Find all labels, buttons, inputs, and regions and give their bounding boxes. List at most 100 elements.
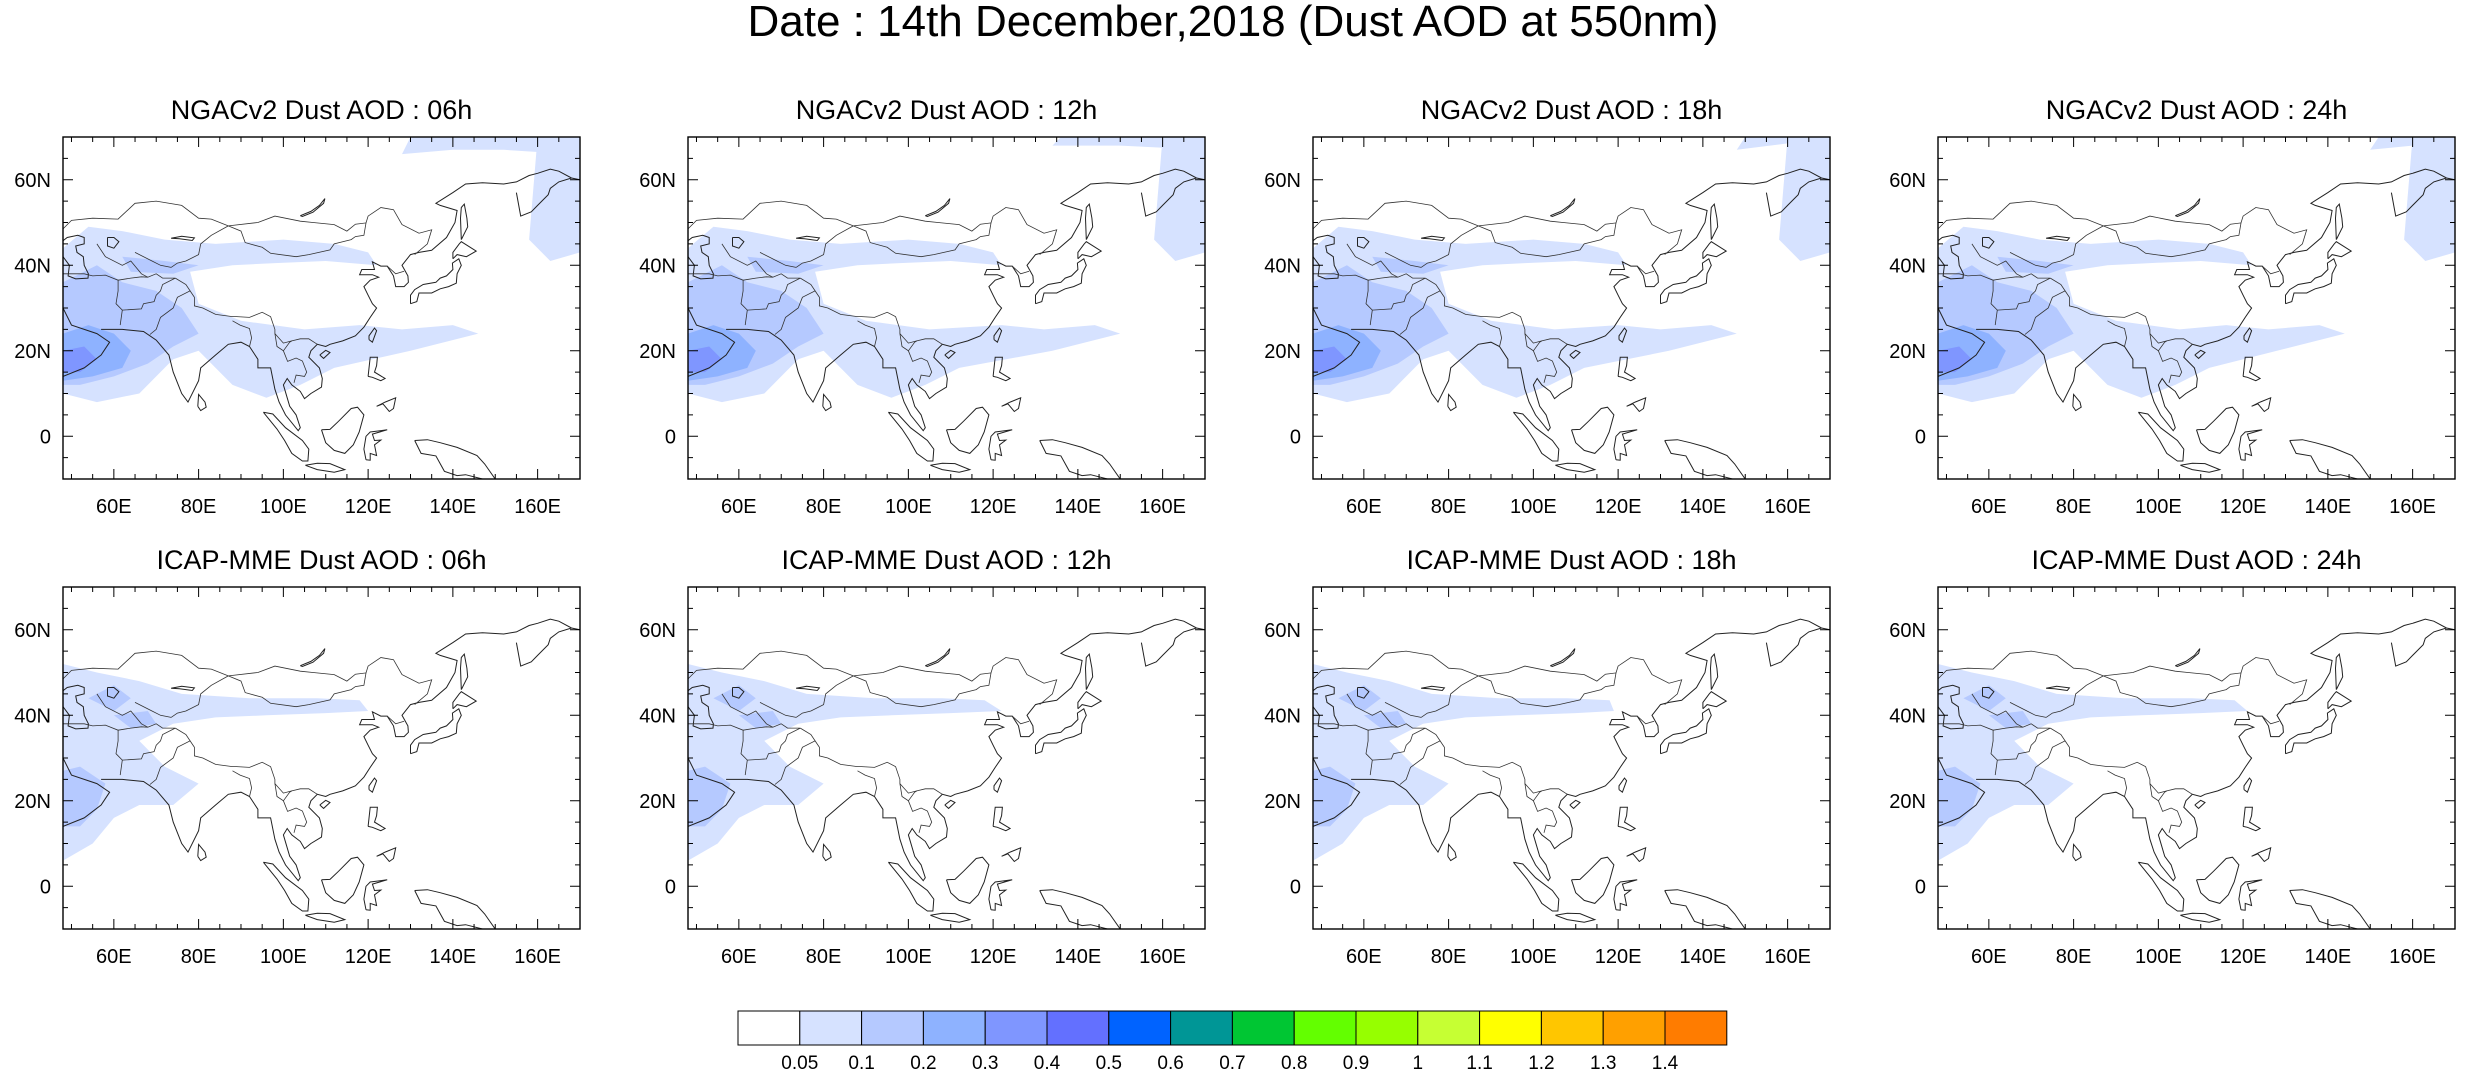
country-border [386, 265, 405, 275]
coastline [376, 846, 397, 863]
coastline [1313, 234, 1339, 280]
country-border [908, 340, 918, 352]
coastline [459, 652, 469, 690]
y-tick-label: 0 [40, 876, 51, 898]
country-border [283, 340, 293, 352]
coastline [688, 684, 714, 730]
coastline [1626, 396, 1647, 413]
x-tick-label: 160E [2389, 496, 2436, 518]
x-tick-label: 80E [2056, 946, 2092, 968]
coastline [1938, 234, 1964, 280]
coastline [732, 687, 745, 699]
x-tick-label: 100E [260, 946, 307, 968]
dust-aod-shading [1313, 766, 1356, 827]
country-border [274, 333, 308, 383]
coastline [1555, 912, 1597, 923]
coastline [319, 349, 331, 360]
coastline [1035, 928, 1037, 929]
coastline [376, 396, 397, 413]
coastline [1618, 777, 1628, 794]
coastline [321, 856, 365, 904]
x-tick-label: 140E [430, 946, 477, 968]
country-border [2261, 715, 2280, 725]
country-border [2009, 702, 2047, 718]
colorbar-label: 1 [1413, 1053, 1424, 1074]
y-tick-label: 20N [639, 791, 676, 813]
coastline [321, 406, 365, 454]
coastline [1569, 799, 1581, 810]
coastline [2138, 861, 2185, 912]
coastline [171, 685, 196, 692]
coastline [946, 406, 990, 454]
country-border [134, 702, 172, 718]
coastline [1084, 202, 1094, 240]
y-tick-label: 40N [1264, 705, 1301, 727]
coastline [2285, 928, 2287, 929]
coastline [1664, 889, 1746, 929]
country-border [1533, 790, 1543, 802]
coastline [1571, 856, 1615, 904]
country-border [899, 783, 933, 833]
x-tick-label: 100E [1510, 496, 1557, 518]
coastline [319, 799, 331, 810]
country-border [688, 200, 854, 230]
country-border [1420, 225, 1479, 268]
coastline [452, 691, 478, 710]
country-border [1615, 657, 1683, 705]
coastline [2390, 177, 2447, 217]
country-border [743, 273, 801, 311]
coastline [2289, 439, 2371, 479]
panel-title: ICAP-MME Dust AOD : 12h [781, 545, 1111, 575]
country-border [1313, 200, 1479, 230]
country-border [232, 770, 253, 797]
coastline [305, 912, 347, 923]
x-tick-label: 140E [430, 496, 477, 518]
y-tick-label: 60N [14, 620, 51, 642]
coastline [1550, 648, 1576, 668]
x-tick-label: 60E [1346, 496, 1382, 518]
coastline [2072, 393, 2082, 412]
country-border [96, 693, 148, 728]
coastline [2285, 478, 2287, 479]
country-border [2024, 277, 2066, 335]
coastline [1976, 168, 2455, 432]
y-tick-label: 0 [1290, 876, 1301, 898]
colorbar-label: 1.4 [1652, 1053, 1679, 1074]
map-plot-area [688, 137, 1205, 479]
colorbar-swatch [1664, 1010, 1728, 1046]
country-border [2107, 770, 2128, 797]
coastline [930, 912, 972, 923]
map-panel: 60E 80E 100E 120E 140E 160E 60N 40N 20N 0 NGACv2 D… [639, 95, 1206, 518]
country-border [1482, 320, 1503, 347]
y-tick-label: 20N [639, 341, 676, 363]
x-tick-label: 120E [345, 946, 392, 968]
country-border [1420, 675, 1479, 718]
x-tick-label: 80E [181, 496, 217, 518]
dust-aod-shading [1052, 137, 1205, 150]
coastline [2327, 241, 2353, 260]
colorbar-swatch [737, 1010, 801, 1046]
colorbar-label: 1.3 [1590, 1053, 1616, 1074]
coastline [993, 777, 1003, 794]
coastline [1569, 349, 1581, 360]
coastline [1938, 684, 1964, 730]
x-tick-label: 140E [1055, 946, 1102, 968]
country-border [1938, 650, 2104, 680]
x-tick-label: 160E [1764, 946, 1811, 968]
y-tick-label: 20N [1264, 791, 1301, 813]
country-border [1011, 715, 1030, 725]
coastline [1613, 429, 1638, 461]
dust-aod-shading [1988, 711, 2032, 729]
map-plot-area [63, 137, 580, 479]
colorbar-label: 0.9 [1343, 1053, 1369, 1074]
x-tick-label: 160E [2389, 946, 2436, 968]
colorbar-swatch [1602, 1010, 1666, 1046]
coastline [2046, 235, 2071, 242]
colorbar-swatch [1170, 1010, 1233, 1046]
coastline [946, 856, 990, 904]
dust-aod-shading [63, 766, 106, 827]
panel-title: ICAP-MME Dust AOD : 06h [156, 545, 486, 575]
country-border [283, 790, 293, 802]
dust-aod-shading [63, 346, 97, 373]
country-border [1313, 723, 1373, 776]
